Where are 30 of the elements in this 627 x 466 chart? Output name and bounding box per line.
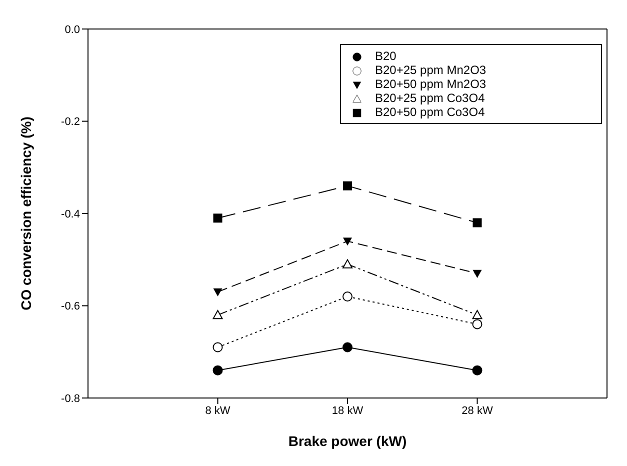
point <box>472 319 482 330</box>
x-axis-title: Brake power (kW) <box>288 433 407 449</box>
point <box>472 365 482 376</box>
legend-label: B20+25 ppm Co3O4 <box>375 91 485 105</box>
y-tick-label: 0.0 <box>64 24 80 36</box>
y-tick-label: -0.8 <box>61 392 80 405</box>
point <box>213 214 222 223</box>
legend-label: B20 <box>375 49 396 63</box>
legend-label: B20+25 ppm Mn2O3 <box>375 63 486 77</box>
legend-label: B20+50 ppm Co3O4 <box>375 105 485 119</box>
point <box>212 342 223 352</box>
point <box>472 270 482 278</box>
point <box>342 342 352 352</box>
point <box>343 238 352 246</box>
point <box>472 218 482 228</box>
legend-label: B20+50 ppm Mn2O3 <box>375 77 486 91</box>
y-axis-title: CO conversion efficiency (%) <box>18 116 34 310</box>
point <box>342 292 352 302</box>
point <box>213 288 222 296</box>
point <box>212 310 223 320</box>
point <box>472 310 482 320</box>
y-tick-label: -0.4 <box>61 208 80 220</box>
y-tick-label: -0.6 <box>61 300 80 313</box>
point <box>212 365 223 376</box>
y-tick-label: -0.2 <box>61 116 80 128</box>
point <box>342 259 352 268</box>
x-tick-label: 18 kW <box>332 404 364 417</box>
x-tick-label: 28 kW <box>462 404 494 417</box>
x-tick-label: 8 kW <box>205 404 231 417</box>
point <box>343 181 352 190</box>
